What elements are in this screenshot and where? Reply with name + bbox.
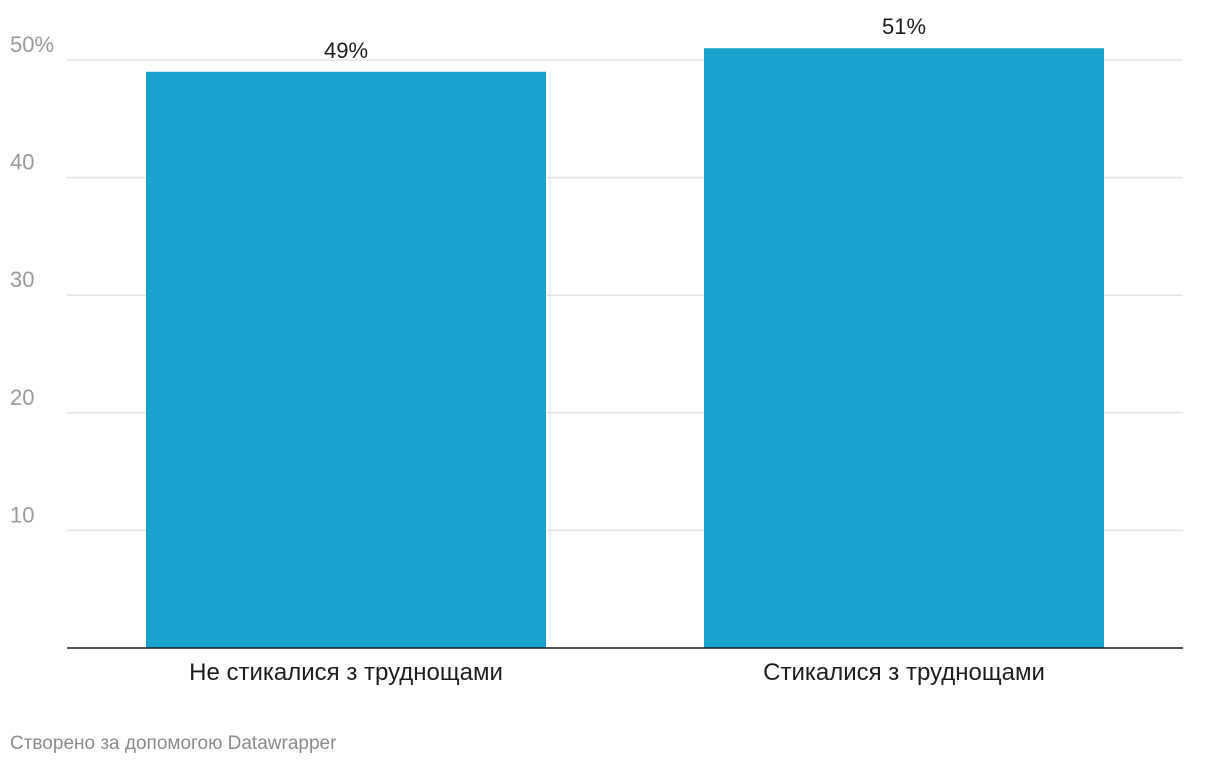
y-tick-label: 10 (10, 502, 34, 527)
bar (704, 48, 1104, 649)
credit-text: Створено за допомогою Datawrapper (10, 733, 337, 754)
x-axis-tick-labels: Не стикалися з труднощами Стикалися з тру… (189, 659, 1045, 686)
y-tick-label: 40 (10, 150, 34, 175)
data-labels: 49% 51% (324, 14, 926, 63)
bar-value-label: 51% (882, 14, 926, 39)
bars (146, 48, 1104, 649)
bar-chart: 10 20 30 40 50% 49% 51% Не стикалися з трудно… (10, 14, 1183, 686)
x-tick-label: Не стикалися з труднощами (189, 659, 503, 686)
y-tick-label: 50% (10, 32, 54, 57)
y-tick-label: 30 (10, 267, 34, 292)
x-tick-label: Стикалися з труднощами (763, 659, 1045, 686)
bar-value-label: 49% (324, 38, 368, 63)
y-tick-label: 20 (10, 385, 34, 410)
bar (146, 71, 546, 648)
